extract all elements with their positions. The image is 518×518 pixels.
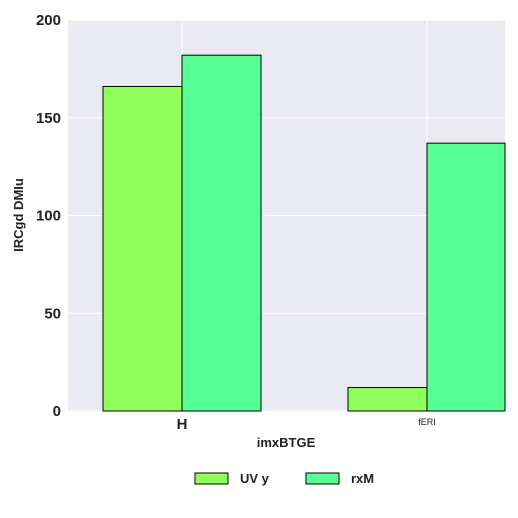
legend-label: rxM <box>351 471 374 486</box>
bar-series1-0 <box>102 85 183 412</box>
bar-series2-0 <box>181 54 262 412</box>
x-axis-label: imxBTGE <box>257 435 316 450</box>
y-tick-label: 100 <box>36 208 61 225</box>
legend-swatch <box>194 472 229 485</box>
legend: UV y rxM <box>194 471 374 486</box>
y-axis-label: IRCgd DMIu <box>11 178 26 252</box>
y-tick-label: 200 <box>36 12 61 29</box>
bars <box>102 54 506 412</box>
bar-series2-1 <box>426 142 506 412</box>
y-tick-label: 0 <box>53 403 61 420</box>
y-tick-labels: 0 50 100 150 200 <box>36 12 61 420</box>
y-tick-label: 150 <box>36 110 61 127</box>
x-tick-label: H <box>177 416 188 433</box>
legend-label: UV y <box>240 471 270 486</box>
legend-swatch <box>305 472 340 485</box>
bar-series1-1 <box>347 387 428 412</box>
x-tick-label: fERI <box>418 417 436 427</box>
y-tick-label: 50 <box>44 305 61 322</box>
